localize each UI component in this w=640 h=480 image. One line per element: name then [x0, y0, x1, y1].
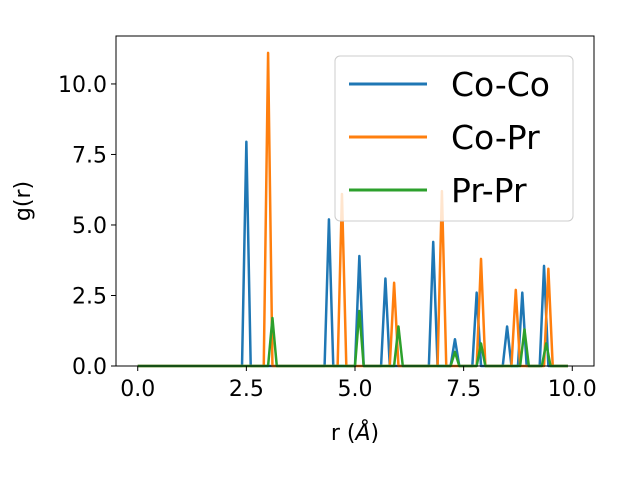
x-tick-label: 0.0 [120, 377, 155, 402]
x-axis-label: r (Å) [331, 419, 379, 446]
y-tick-label: 10.0 [58, 73, 107, 98]
y-tick-label: 2.5 [72, 284, 107, 309]
legend-label: Pr-Pr [451, 171, 527, 210]
legend-box [334, 55, 574, 222]
x-axis-label-close: ) [371, 421, 380, 446]
y-axis-label: g(r) [11, 181, 36, 221]
y-tick-label: 5.0 [72, 214, 107, 239]
x-tick-label: 5.0 [338, 377, 373, 402]
legend-label: Co-Pr [451, 118, 540, 157]
x-axis-label-unit: Å [353, 419, 370, 446]
x-axis: 0.0 2.5 5.0 7.5 10.0 [120, 366, 597, 402]
y-axis: 0.0 2.5 5.0 7.5 10.0 [58, 73, 116, 380]
y-tick-label: 7.5 [72, 143, 107, 168]
legend-label: Co-Co [451, 65, 550, 104]
y-tick-label: 0.0 [72, 355, 107, 380]
x-tick-label: 7.5 [446, 377, 481, 402]
x-tick-label: 2.5 [229, 377, 264, 402]
legend: Co-Co Co-Pr Pr-Pr [334, 55, 574, 222]
x-tick-label: 10.0 [548, 377, 597, 402]
x-axis-label-text: r ( [331, 421, 356, 446]
